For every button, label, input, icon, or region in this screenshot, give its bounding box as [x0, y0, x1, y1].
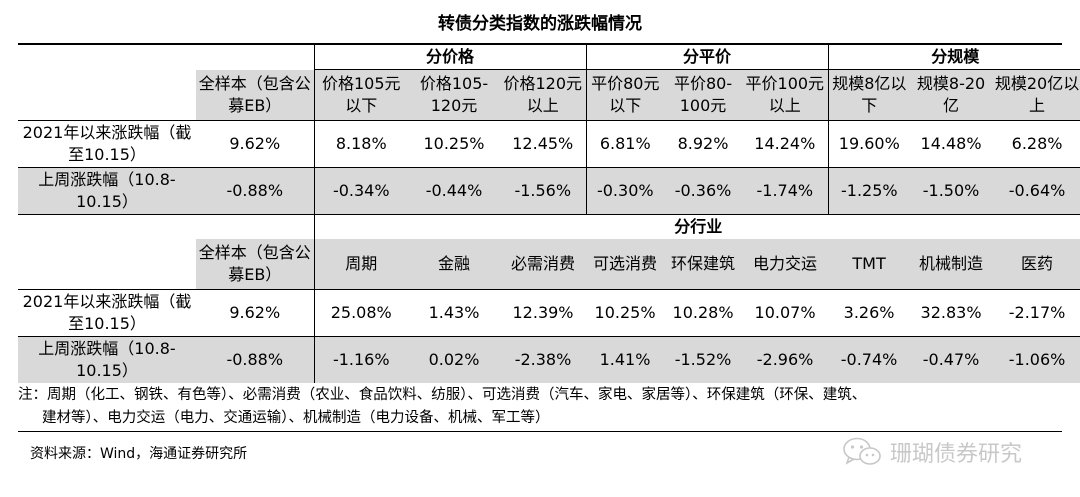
table-cell: 6.81% [585, 120, 665, 168]
table-cell: 6.28% [992, 120, 1080, 168]
table-cell: -1.06% [992, 336, 1080, 383]
row-label: 2021年以来涨跌幅（截至10.15） [18, 120, 196, 168]
col-header: 规模20亿以上 [992, 69, 1080, 121]
table-cell: -0.44% [408, 167, 500, 215]
row-label: 上周涨跌幅（10.8-10.15） [18, 167, 196, 215]
table-cell: 9.62% [196, 289, 314, 337]
row-label: 2021年以来涨跌幅（截至10.15） [18, 289, 196, 337]
row-label: 上周涨跌幅（10.8-10.15） [18, 336, 196, 383]
table-cell: -0.88% [196, 336, 314, 383]
col-header: TMT [828, 239, 911, 290]
wechat-icon [843, 437, 881, 465]
bottom-group-header-row: 分行业 [18, 214, 1080, 239]
table-cell: -1.25% [827, 167, 911, 215]
table-cell: -0.30% [585, 167, 665, 215]
table-cell: 9.62% [196, 120, 314, 168]
group-size: 分规模 [827, 45, 1080, 70]
table-cell: 10.25% [586, 289, 665, 337]
watermark-text: 珊瑚债券研究 [890, 442, 1023, 467]
table-cell: -2.38% [500, 336, 587, 383]
table-cell: 3.26% [828, 289, 911, 337]
table-cell: 8.92% [664, 120, 743, 168]
col-header: 价格105元以下 [313, 69, 408, 121]
col-header: 价格105-120元 [408, 69, 500, 121]
table-cell: -2.96% [742, 336, 829, 383]
table-note: 注：周期（化工、钢铁、有色等）、必需消费（农业、食品饮料、纺服）、可选消费（汽车… [18, 384, 1062, 432]
table-cell: 1.41% [586, 336, 665, 383]
col-header: 医药 [992, 239, 1080, 290]
table-cell: -0.64% [992, 167, 1080, 215]
top-group-header-row: 分价格 分平价 分规模 [18, 45, 1080, 70]
index-change-table: 分价格 分平价 分规模 全样本（包含公募EB） 价格105元以下 价格105-1… [18, 45, 1080, 383]
group-price: 分价格 [313, 45, 587, 70]
table-cell: -0.47% [910, 336, 993, 383]
table-cell: 25.08% [313, 289, 408, 337]
table-cell: 14.48% [910, 120, 993, 168]
table-cell: 14.24% [742, 120, 829, 168]
table-cell: 12.39% [500, 289, 587, 337]
group-parity: 分平价 [585, 45, 829, 70]
table-cell: -1.52% [664, 336, 743, 383]
col-header: 平价80-100元 [664, 69, 743, 121]
col-header: 规模8亿以下 [827, 69, 911, 121]
col-header: 规模8-20亿 [910, 69, 993, 121]
table-cell: -0.36% [664, 167, 743, 215]
table-cell: 10.07% [742, 289, 829, 337]
table-cell: -0.88% [196, 167, 314, 215]
note-line: 建材等）、电力交运（电力、交通运输）、机械制造（电力设备、机械、军工等） [42, 410, 550, 426]
col-header: 平价100元以上 [742, 69, 829, 121]
watermark: 珊瑚债券研究 [842, 432, 1022, 472]
table-cell: -1.74% [742, 167, 829, 215]
col-header: 金融 [408, 239, 500, 290]
table-title: 转债分类指数的涨跌幅情况 [18, 0, 1062, 45]
note-line: 注：周期（化工、钢铁、有色等）、必需消费（农业、食品饮料、纺服）、可选消费（汽车… [18, 387, 867, 403]
table-cell: 32.83% [910, 289, 993, 337]
table-cell: 19.60% [827, 120, 911, 168]
top-subheader-row: 全样本（包含公募EB） 价格105元以下 价格105-120元 价格120元以上… [18, 69, 1080, 121]
col-header: 机械制造 [910, 239, 993, 290]
col-header: 全样本（包含公募EB） [196, 69, 314, 121]
col-header: 必需消费 [500, 239, 587, 290]
col-header: 电力交运 [742, 239, 829, 290]
table-cell: -1.50% [910, 167, 993, 215]
table-cell: 8.18% [313, 120, 408, 168]
col-header: 平价80元以下 [585, 69, 665, 121]
table-cell: 10.28% [664, 289, 743, 337]
source-text: 资料来源：Wind，海通证券研究所 [30, 446, 248, 462]
top-row-week: 上周涨跌幅（10.8-10.15） -0.88% -0.34% -0.44% -… [18, 167, 1080, 215]
col-header: 环保建筑 [664, 239, 743, 290]
table-cell: 0.02% [408, 336, 500, 383]
table-cell: 1.43% [408, 289, 500, 337]
col-header: 可选消费 [586, 239, 665, 290]
table-cell: -2.17% [992, 289, 1080, 337]
top-row-ytd: 2021年以来涨跌幅（截至10.15） 9.62% 8.18% 10.25% 1… [18, 120, 1080, 168]
col-header: 全样本（包含公募EB） [196, 239, 314, 290]
table-cell: -0.74% [828, 336, 911, 383]
table-cell: -1.16% [313, 336, 408, 383]
table-cell: 10.25% [408, 120, 500, 168]
table-cell: -0.34% [313, 167, 408, 215]
col-header: 价格120元以上 [500, 69, 587, 121]
bottom-row-ytd: 2021年以来涨跌幅（截至10.15） 9.62% 25.08% 1.43% 1… [18, 289, 1080, 337]
table-cell: 12.45% [500, 120, 587, 168]
table-cell: -1.56% [500, 167, 587, 215]
col-header: 周期 [313, 239, 408, 290]
group-industry: 分行业 [313, 214, 1080, 239]
bottom-row-week: 上周涨跌幅（10.8-10.15） -0.88% -1.16% 0.02% -2… [18, 336, 1080, 383]
bottom-subheader-row: 全样本（包含公募EB） 周期 金融 必需消费 可选消费 环保建筑 电力交运 TM… [18, 239, 1080, 290]
